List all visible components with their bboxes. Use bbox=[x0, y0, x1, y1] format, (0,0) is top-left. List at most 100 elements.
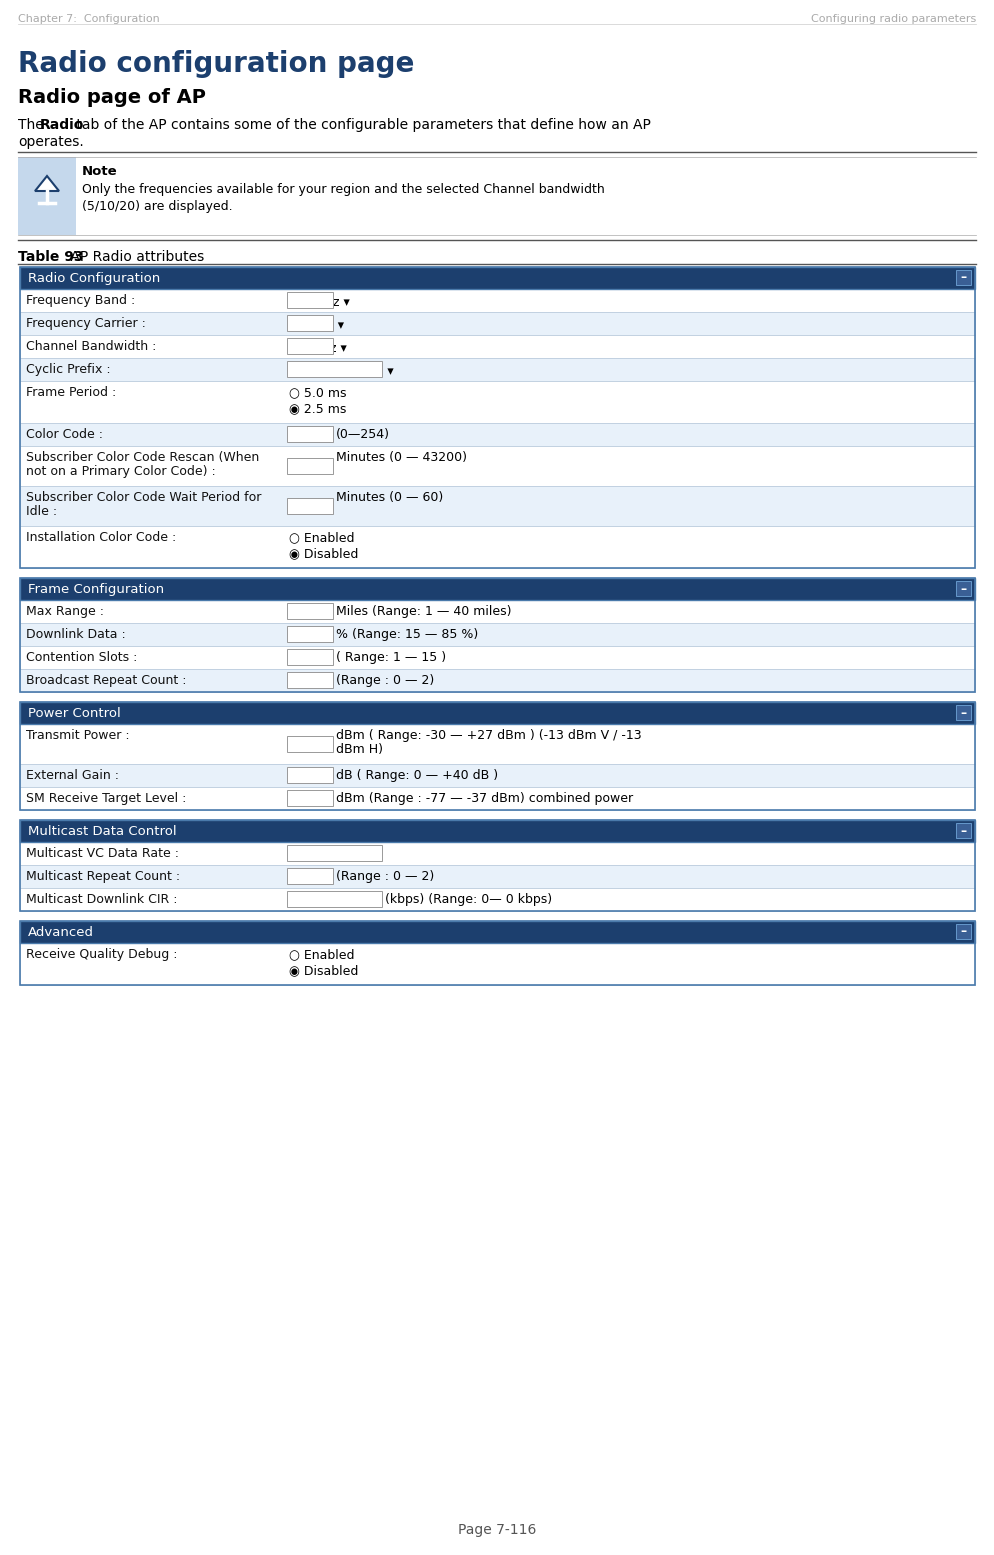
Bar bbox=[956, 924, 971, 939]
Text: Radio page of AP: Radio page of AP bbox=[18, 89, 206, 107]
Text: Minutes (0 — 43200): Minutes (0 — 43200) bbox=[336, 451, 467, 463]
Text: 5490.0 ▾: 5490.0 ▾ bbox=[290, 319, 344, 333]
Text: 0: 0 bbox=[290, 771, 298, 784]
Text: ◉ 2.5 ms: ◉ 2.5 ms bbox=[289, 403, 346, 415]
Bar bbox=[20, 313, 975, 334]
Text: 4: 4 bbox=[290, 653, 298, 666]
Text: 2: 2 bbox=[290, 676, 298, 689]
Text: 2: 2 bbox=[290, 606, 298, 620]
Bar bbox=[20, 267, 975, 568]
Text: Transmit Power :: Transmit Power : bbox=[26, 729, 129, 742]
Text: The: The bbox=[18, 118, 48, 132]
Text: 254: 254 bbox=[290, 431, 314, 443]
Bar bbox=[20, 578, 975, 600]
Bar bbox=[287, 648, 333, 666]
Text: tab of the AP contains some of the configurable parameters that define how an AP: tab of the AP contains some of the confi… bbox=[72, 118, 651, 132]
Bar bbox=[287, 361, 382, 376]
Text: dB ( Range: 0 — +40 dB ): dB ( Range: 0 — +40 dB ) bbox=[336, 770, 498, 782]
Text: Color Code :: Color Code : bbox=[26, 428, 103, 442]
Bar bbox=[287, 736, 333, 753]
Bar bbox=[956, 704, 971, 720]
Bar bbox=[20, 942, 975, 984]
Text: Radio Configuration: Radio Configuration bbox=[28, 272, 160, 285]
Text: –: – bbox=[960, 272, 966, 285]
Bar bbox=[20, 725, 975, 764]
Bar bbox=[18, 157, 76, 235]
Text: 75: 75 bbox=[290, 630, 306, 644]
Text: % (Range: 15 — 85 %): % (Range: 15 — 85 %) bbox=[336, 628, 478, 641]
Bar bbox=[20, 624, 975, 645]
Bar bbox=[287, 790, 333, 805]
Text: (kbps) (Range: 0— 0 kbps): (kbps) (Range: 0— 0 kbps) bbox=[385, 893, 552, 907]
Text: Subscriber Color Code Rescan (When: Subscriber Color Code Rescan (When bbox=[26, 451, 259, 463]
Bar bbox=[956, 582, 971, 596]
Text: Max Range :: Max Range : bbox=[26, 605, 104, 617]
Text: AP Radio attributes: AP Radio attributes bbox=[66, 250, 204, 264]
Text: 0: 0 bbox=[290, 872, 298, 885]
Text: Contention Slots :: Contention Slots : bbox=[26, 652, 137, 664]
Bar bbox=[20, 701, 975, 810]
Bar bbox=[20, 446, 975, 487]
Text: –: – bbox=[960, 824, 966, 838]
Text: (Range : 0 — 2): (Range : 0 — 2) bbox=[336, 673, 434, 687]
Text: Receive Quality Debug :: Receive Quality Debug : bbox=[26, 949, 178, 961]
Bar bbox=[287, 337, 333, 355]
Bar bbox=[956, 823, 971, 838]
Text: Configuring radio parameters: Configuring radio parameters bbox=[811, 14, 976, 23]
Text: Radio: Radio bbox=[40, 118, 84, 132]
Text: dBm ( Range: -30 — +27 dBm ) (-13 dBm V / -13: dBm ( Range: -30 — +27 dBm ) (-13 dBm V … bbox=[336, 729, 641, 742]
Bar bbox=[287, 627, 333, 642]
Bar bbox=[20, 819, 975, 841]
Bar bbox=[287, 891, 382, 907]
Text: 5.4 GHz ▾: 5.4 GHz ▾ bbox=[290, 295, 350, 309]
Text: Only the frequencies available for your region and the selected Channel bandwidt: Only the frequencies available for your … bbox=[82, 183, 604, 196]
Text: (0—254): (0—254) bbox=[336, 428, 390, 442]
Text: ○ 5.0 ms: ○ 5.0 ms bbox=[289, 386, 347, 400]
Text: operates.: operates. bbox=[18, 135, 83, 149]
Bar bbox=[20, 787, 975, 810]
Polygon shape bbox=[35, 176, 59, 191]
Text: ○ Enabled: ○ Enabled bbox=[289, 949, 355, 961]
Bar bbox=[20, 267, 975, 289]
Text: Frame Period :: Frame Period : bbox=[26, 386, 116, 400]
Bar bbox=[287, 767, 333, 784]
Text: Cyclic Prefix :: Cyclic Prefix : bbox=[26, 362, 110, 376]
Bar bbox=[20, 423, 975, 446]
Text: One Sixteenth  ▾: One Sixteenth ▾ bbox=[290, 365, 394, 378]
Bar bbox=[287, 498, 333, 515]
Text: Frequency Band :: Frequency Band : bbox=[26, 294, 135, 306]
Text: dBm (Range : -77 — -37 dBm) combined power: dBm (Range : -77 — -37 dBm) combined pow… bbox=[336, 791, 633, 805]
Bar bbox=[287, 672, 333, 687]
Bar bbox=[20, 921, 975, 942]
Text: Frequency Carrier :: Frequency Carrier : bbox=[26, 317, 146, 330]
Bar bbox=[287, 426, 333, 442]
Text: ( Range: 1 — 15 ): ( Range: 1 — 15 ) bbox=[336, 652, 446, 664]
Text: Multicast VC Data Rate :: Multicast VC Data Rate : bbox=[26, 847, 179, 860]
Text: –: – bbox=[960, 583, 966, 596]
Bar bbox=[287, 292, 333, 308]
Text: Power Control: Power Control bbox=[28, 708, 120, 720]
Bar bbox=[287, 316, 333, 331]
Bar bbox=[20, 358, 975, 381]
Text: Frame Configuration: Frame Configuration bbox=[28, 583, 164, 596]
Bar bbox=[20, 701, 975, 725]
Text: External Gain :: External Gain : bbox=[26, 770, 119, 782]
Text: -10: -10 bbox=[290, 740, 310, 753]
Text: Disable     ▾: Disable ▾ bbox=[290, 849, 363, 861]
Text: (Range : 0 — 2): (Range : 0 — 2) bbox=[336, 869, 434, 883]
Bar bbox=[287, 459, 333, 474]
Text: Multicast Repeat Count :: Multicast Repeat Count : bbox=[26, 869, 180, 883]
Bar bbox=[287, 603, 333, 619]
Text: Miles (Range: 1 — 40 miles): Miles (Range: 1 — 40 miles) bbox=[336, 605, 512, 617]
Text: dBm H): dBm H) bbox=[336, 743, 383, 756]
Text: ◉ Disabled: ◉ Disabled bbox=[289, 547, 359, 560]
Bar bbox=[20, 865, 975, 888]
Text: not on a Primary Color Code) :: not on a Primary Color Code) : bbox=[26, 465, 216, 477]
Text: 10 MHz ▾: 10 MHz ▾ bbox=[290, 342, 347, 355]
Text: Downlink Data :: Downlink Data : bbox=[26, 628, 126, 641]
Text: Channel Bandwidth :: Channel Bandwidth : bbox=[26, 341, 156, 353]
Bar bbox=[956, 271, 971, 285]
Bar bbox=[20, 921, 975, 984]
Bar bbox=[20, 669, 975, 692]
Text: Multicast Downlink CIR :: Multicast Downlink CIR : bbox=[26, 893, 178, 907]
